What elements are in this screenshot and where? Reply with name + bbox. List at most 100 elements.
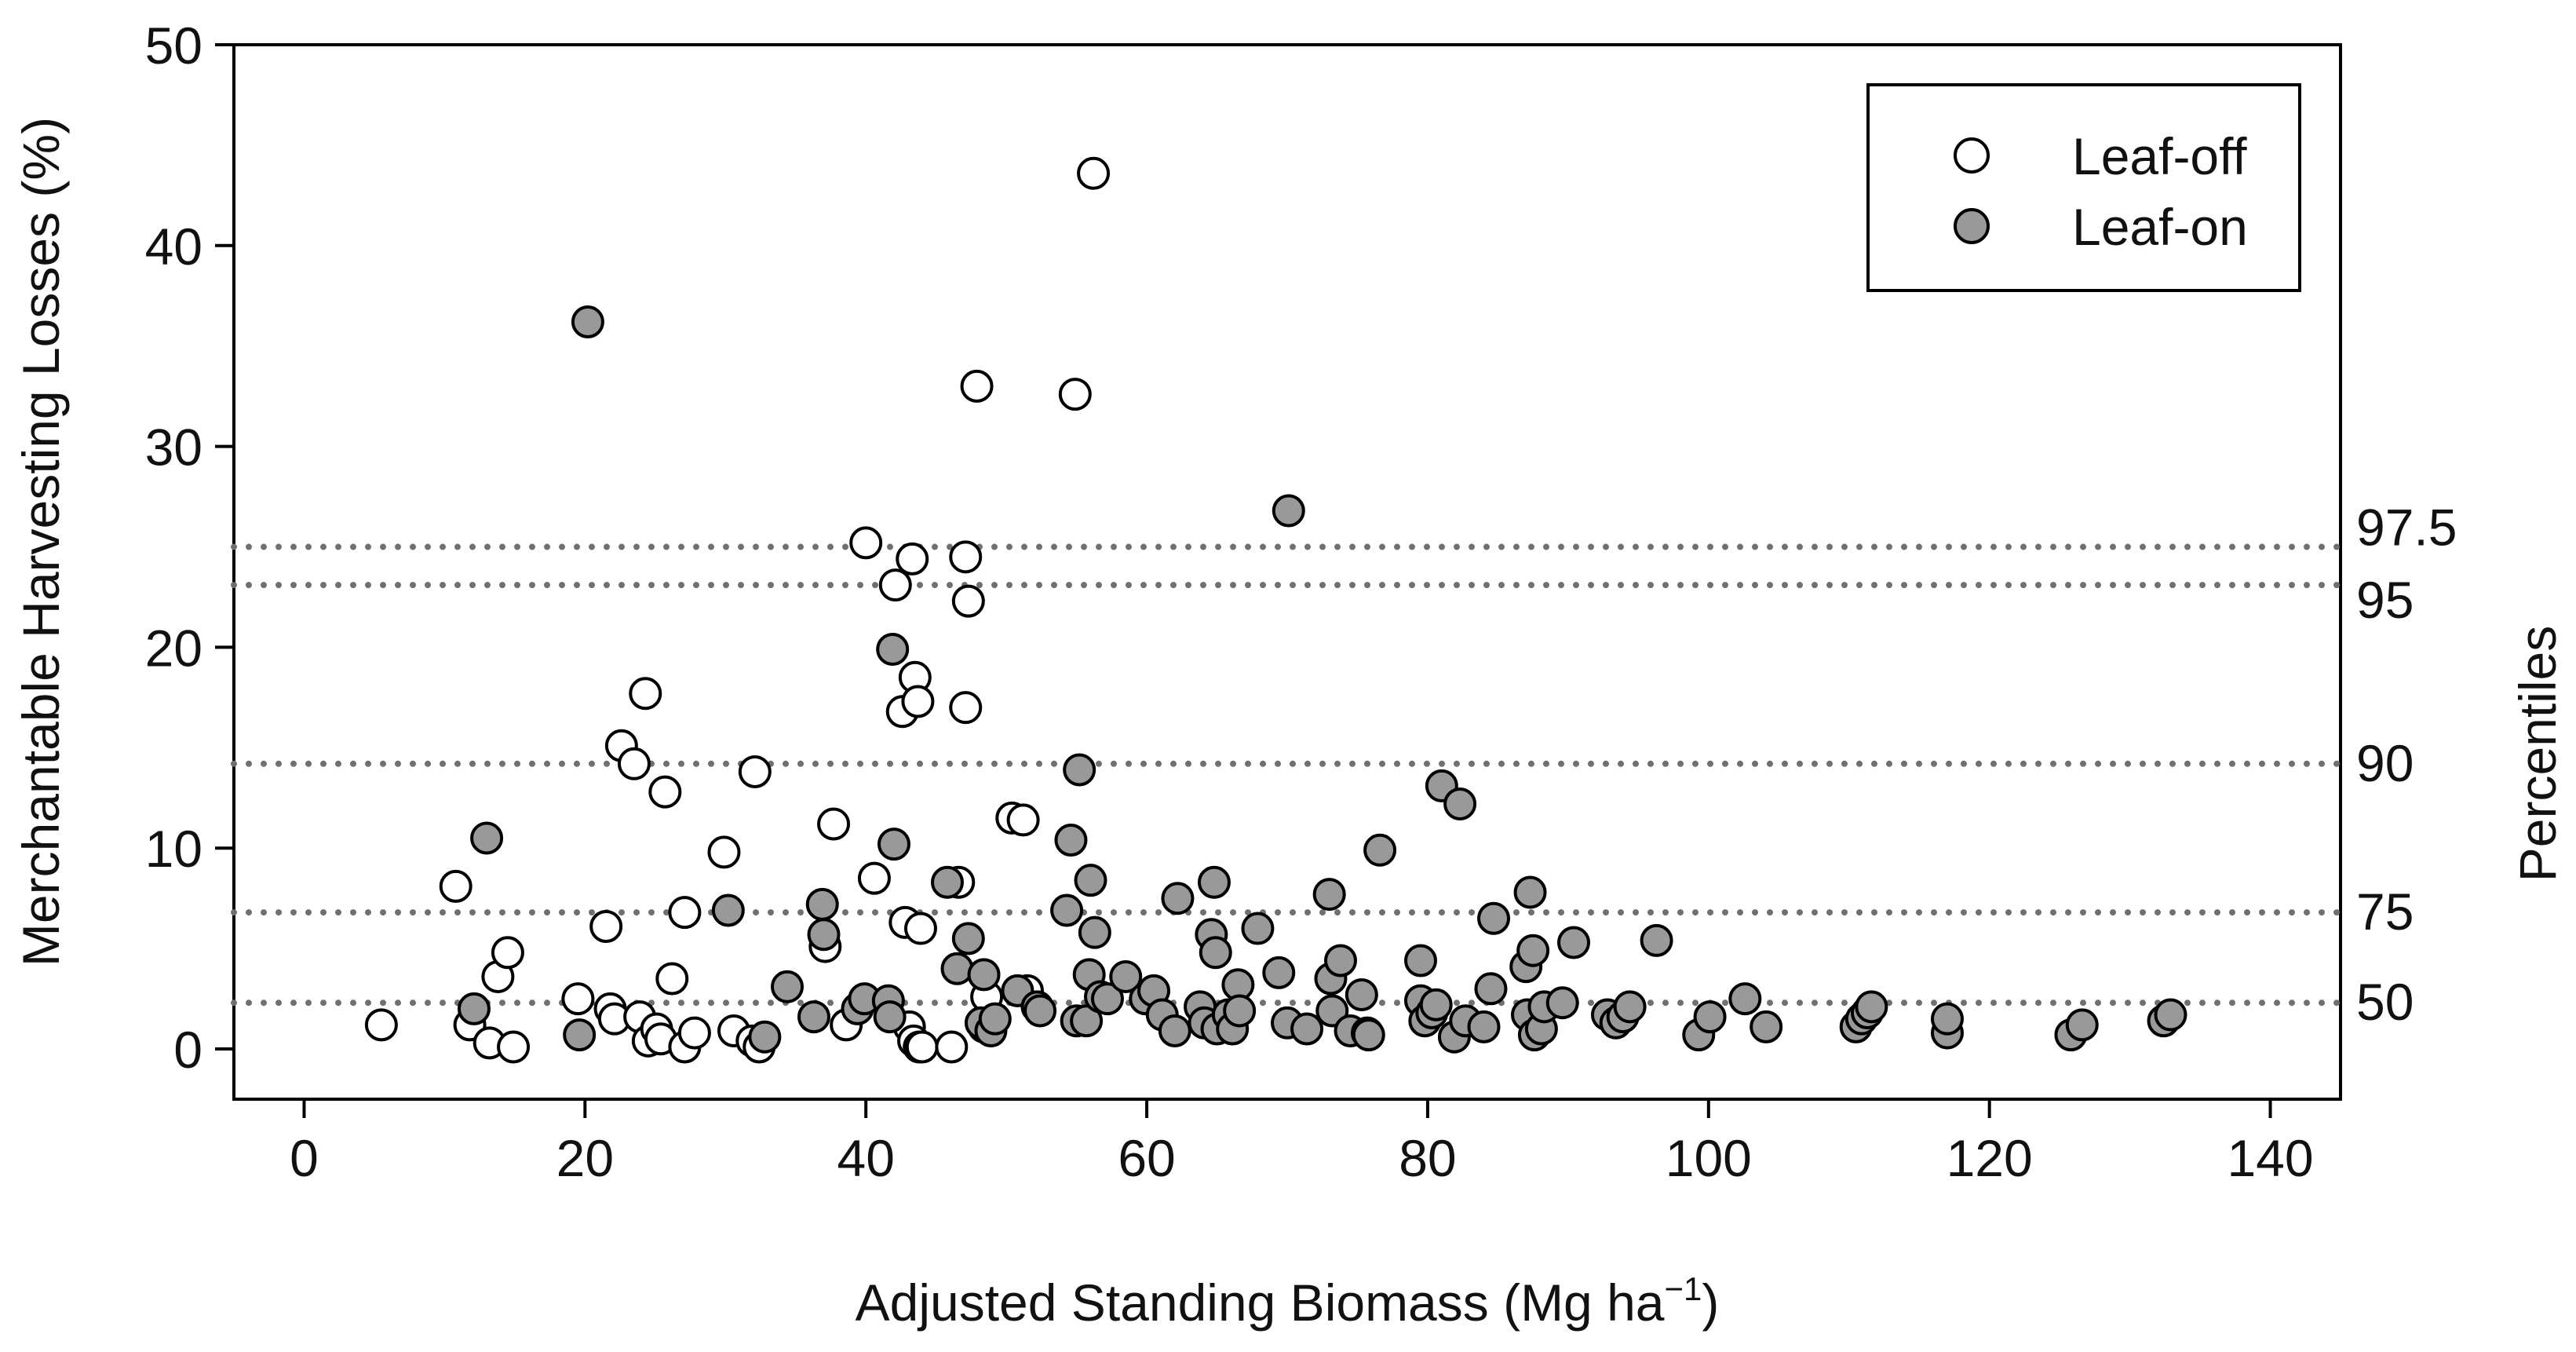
leaf-on-point xyxy=(1223,994,1257,1028)
leaf-on-point xyxy=(1443,787,1477,820)
leaf-on-point xyxy=(1513,875,1547,909)
leaf-on-point xyxy=(877,828,910,861)
leaf-off-point xyxy=(629,677,662,711)
leaf-on-point xyxy=(967,958,1001,992)
leaf-off-point xyxy=(896,542,929,576)
leaf-on-point xyxy=(1640,923,1673,957)
leaf-on-point xyxy=(940,952,974,985)
y-tick-label: 20 xyxy=(145,619,203,677)
leaf-off-point xyxy=(655,962,689,996)
leaf-on-point xyxy=(748,1020,782,1054)
leaf-off-point xyxy=(589,910,623,944)
leaf-off-point xyxy=(491,936,524,970)
legend: Leaf-off Leaf-on xyxy=(1866,83,2301,292)
leaf-on-point xyxy=(873,1000,907,1034)
percentile-label-50: 50 xyxy=(2356,973,2414,1031)
leaf-off-point xyxy=(738,755,772,789)
leaf-on-point xyxy=(1197,865,1231,899)
leaf-on-point xyxy=(1023,994,1057,1028)
leaf-off-points xyxy=(364,156,1111,1064)
x-axis-title-superscript: −1 xyxy=(1665,1270,1702,1307)
y-tick-label: 40 xyxy=(145,217,203,276)
leaf-on-point xyxy=(1272,494,1305,528)
leaf-off-point xyxy=(668,896,702,930)
leaf-on-point xyxy=(1545,986,1579,1020)
leaf-on-points xyxy=(457,305,2187,1054)
leaf-on-point xyxy=(470,821,504,855)
leaf-on-point xyxy=(1516,934,1550,967)
leaf-on-point xyxy=(1241,912,1275,945)
leaf-on-point xyxy=(951,922,985,956)
leaf-on-point xyxy=(1419,988,1453,1021)
x-tick-label: 20 xyxy=(556,1129,614,1187)
leaf-off-point xyxy=(707,835,741,869)
legend-box xyxy=(1866,83,2301,292)
leaf-on-point xyxy=(1109,959,1143,993)
leaf-on-point xyxy=(1315,994,1349,1028)
leaf-on-point xyxy=(805,887,839,921)
leaf-on-point xyxy=(1477,901,1511,935)
leaf-off-point xyxy=(817,807,851,841)
leaf-on-point xyxy=(563,1018,597,1052)
leaf-off-point xyxy=(901,685,935,718)
leaf-off-point xyxy=(878,568,912,602)
leaf-on-point xyxy=(1312,878,1346,912)
leaf-on-point xyxy=(1070,1004,1104,1038)
x-tick-label: 0 xyxy=(290,1129,319,1187)
y-axis: 0 10 20 30 40 50 xyxy=(145,16,234,1079)
leaf-off-point xyxy=(857,861,891,895)
leaf-off-point xyxy=(439,869,473,903)
leaf-on-point xyxy=(1199,936,1232,970)
leaf-off-point xyxy=(949,691,983,725)
x-tick-label: 40 xyxy=(837,1129,894,1187)
percentile-label-75: 75 xyxy=(2356,882,2414,941)
leaf-on-point xyxy=(1323,944,1357,977)
leaf-on-point xyxy=(978,1002,1012,1036)
x-axis-title-main: Adjusted Standing Biomass (Mg ha xyxy=(856,1273,1665,1332)
leaf-on-point xyxy=(1290,1012,1324,1046)
leaf-on-point xyxy=(1474,972,1508,1006)
leaf-on-point xyxy=(1158,1014,1191,1048)
leaf-on-point xyxy=(930,865,964,899)
percentile-label-90: 90 xyxy=(2356,734,2414,792)
percentile-lines: 97.5 95 90 75 50 xyxy=(231,499,2457,1031)
legend-label-leaf-on: Leaf-on xyxy=(2072,198,2248,256)
leaf-on-point xyxy=(1078,915,1111,949)
leaf-on-point xyxy=(1855,990,1888,1024)
leaf-off-point xyxy=(949,540,983,574)
leaf-on-point xyxy=(1728,982,1762,1016)
leaf-off-point xyxy=(364,1008,398,1042)
leaf-on-point xyxy=(2065,1008,2099,1042)
leaf-on-point xyxy=(1345,977,1378,1011)
y-tick-label: 50 xyxy=(145,16,203,75)
leaf-on-point xyxy=(1262,956,1296,989)
leaf-on-point xyxy=(1750,1010,1783,1043)
leaf-off-point xyxy=(960,369,994,403)
leaf-on-point xyxy=(1403,944,1437,977)
x-axis-title-suffix: ) xyxy=(1702,1273,1719,1332)
leaf-off-point xyxy=(497,1030,531,1064)
leaf-off-point xyxy=(648,775,682,809)
leaf-off-point xyxy=(1077,156,1111,190)
y-tick-label: 0 xyxy=(173,1021,203,1079)
x-tick-label: 140 xyxy=(2227,1129,2313,1187)
leaf-off-point xyxy=(1006,803,1040,837)
leaf-off-point xyxy=(849,526,883,560)
x-axis-title: Adjusted Standing Biomass (Mg ha−1) xyxy=(856,1270,1720,1332)
leaf-on-point xyxy=(1054,824,1088,857)
legend-label-leaf-off: Leaf-off xyxy=(2072,127,2247,185)
leaf-on-point xyxy=(2154,998,2187,1032)
x-tick-label: 100 xyxy=(1666,1129,1752,1187)
leaf-on-point xyxy=(807,918,841,952)
leaf-on-point xyxy=(1074,864,1107,897)
y-tick-label: 10 xyxy=(145,820,203,878)
leaf-on-point xyxy=(1363,833,1397,867)
leaf-on-point xyxy=(1557,926,1591,959)
leaf-on-point xyxy=(1467,1010,1501,1043)
leaf-on-point xyxy=(1161,882,1195,915)
y-tick-label: 30 xyxy=(145,418,203,477)
percentile-label-95: 95 xyxy=(2356,571,2414,629)
leaf-on-point xyxy=(1063,753,1096,787)
legend-marker-leaf-off xyxy=(1954,137,1990,174)
